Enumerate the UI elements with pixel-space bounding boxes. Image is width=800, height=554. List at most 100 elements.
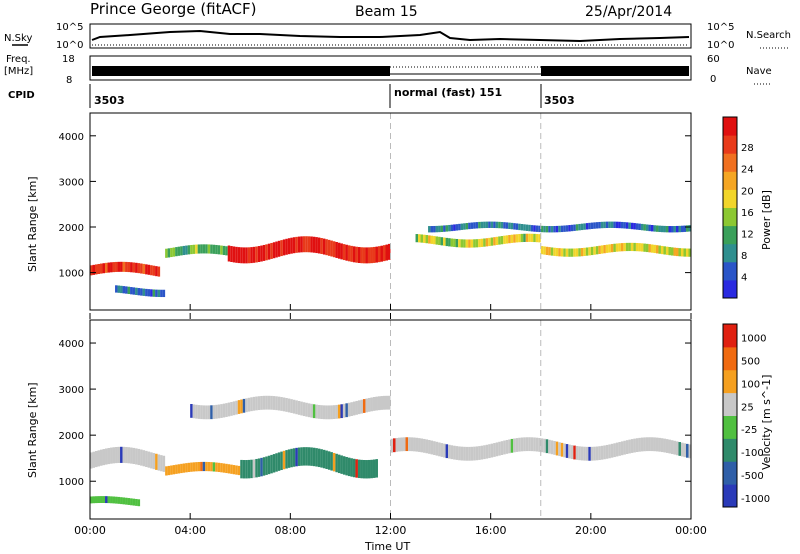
range-time-cell (152, 265, 156, 276)
range-time-cell (565, 248, 569, 257)
range-time-cell (438, 225, 441, 233)
range-time-cell (255, 246, 258, 263)
range-time-cell (498, 441, 501, 456)
range-time-cell (292, 448, 296, 467)
range-time-cell (630, 222, 634, 230)
range-time-cell (90, 265, 93, 276)
range-time-cell (365, 247, 368, 264)
range-time-cell (142, 263, 146, 274)
range-time-cell (317, 404, 321, 419)
range-time-cell (300, 236, 303, 253)
range-time-cell (460, 446, 464, 461)
range-time-cell (165, 248, 168, 258)
range-time-cell (147, 451, 151, 468)
range-time-cell (555, 225, 559, 233)
range-time-cell (257, 246, 261, 263)
range-time-cell (197, 405, 201, 419)
range-time-cell (292, 237, 296, 254)
range-time-cell (137, 448, 141, 466)
range-time-cell (640, 223, 644, 231)
range-time-cell (270, 454, 273, 474)
range-time-cell (105, 496, 108, 504)
range-time-cell (117, 261, 121, 272)
range-time-cell (470, 446, 474, 461)
range-time-cell (570, 248, 574, 257)
range-time-cell (180, 246, 183, 256)
range-time-cell (445, 237, 449, 247)
range-time-cell (425, 235, 429, 244)
range-time-cell (573, 248, 576, 257)
range-time-cell (468, 239, 471, 248)
range-time-cell (578, 446, 581, 461)
range-time-cell (665, 246, 669, 255)
range-time-cell (200, 461, 203, 472)
range-time-cell (660, 245, 664, 255)
range-time-cell (538, 437, 541, 452)
range-time-cell (125, 497, 128, 505)
range-time-cell (490, 221, 494, 228)
time-xlabel: Time UT (364, 540, 410, 553)
range-time-cell (277, 452, 281, 471)
range-time-cell (445, 225, 449, 232)
range-time-cell (513, 438, 516, 453)
range-time-cell (525, 224, 529, 231)
range-time-cell (345, 244, 348, 261)
beam-label: Beam 15 (355, 4, 418, 20)
range-time-cell (295, 447, 298, 467)
range-time-cell (505, 439, 509, 454)
range-time-cell (177, 246, 181, 256)
range-time-cell (683, 248, 686, 257)
power-heatmap (90, 113, 691, 310)
colorbar-tick-label: 28 (741, 143, 754, 154)
range-time-cell (415, 234, 419, 243)
range-time-cell (533, 233, 536, 243)
range-time-cell (543, 225, 546, 233)
colorbar-tick-label: -1000 (741, 494, 770, 505)
range-time-cell (560, 248, 564, 257)
range-time-cell (390, 438, 394, 453)
range-time-cell (317, 448, 321, 468)
colorbar-tick-label: 25 (741, 402, 754, 413)
range-time-cell (483, 238, 486, 247)
range-time-cell (340, 455, 343, 474)
range-time-cell (460, 239, 464, 248)
range-time-cell (272, 242, 276, 259)
range-time-cell (518, 234, 521, 243)
range-time-cell (685, 248, 689, 257)
range-time-cell (265, 395, 268, 410)
range-time-cell (307, 403, 311, 418)
range-time-cell (675, 247, 679, 257)
range-time-cell (475, 239, 479, 248)
range-time-cell (485, 238, 489, 247)
range-time-cell (650, 225, 654, 232)
range-time-cell (493, 221, 496, 229)
range-time-cell (553, 440, 556, 455)
range-time-cell (568, 248, 571, 257)
range-time-cell (505, 222, 509, 229)
range-time-cell (265, 456, 268, 475)
colorbar-tick-label: 4 (741, 272, 747, 283)
range-time-cell (655, 225, 659, 232)
range-time-cell (593, 222, 596, 229)
range-time-cell (440, 237, 444, 246)
range-time-cell (155, 453, 158, 470)
range-time-cell (448, 224, 451, 232)
range-time-cell (598, 245, 601, 254)
range-time-cell (580, 248, 584, 257)
range-time-cell (132, 447, 136, 465)
range-time-cell (525, 437, 529, 452)
range-time-cell (120, 446, 123, 463)
range-time-cell (433, 225, 436, 233)
range-time-cell (435, 225, 439, 233)
range-time-cell (453, 445, 456, 460)
range-time-cell (250, 397, 253, 412)
range-time-cell (673, 247, 676, 256)
range-time-cell (683, 225, 686, 232)
range-time-cell (488, 444, 491, 459)
colorbar-swatch (723, 153, 737, 172)
range-time-cell (608, 244, 611, 253)
range-time-cell (558, 248, 561, 257)
colorbar-tick-label: 100 (741, 379, 760, 390)
range-time-cell (653, 437, 656, 452)
range-time-cell (593, 446, 596, 461)
